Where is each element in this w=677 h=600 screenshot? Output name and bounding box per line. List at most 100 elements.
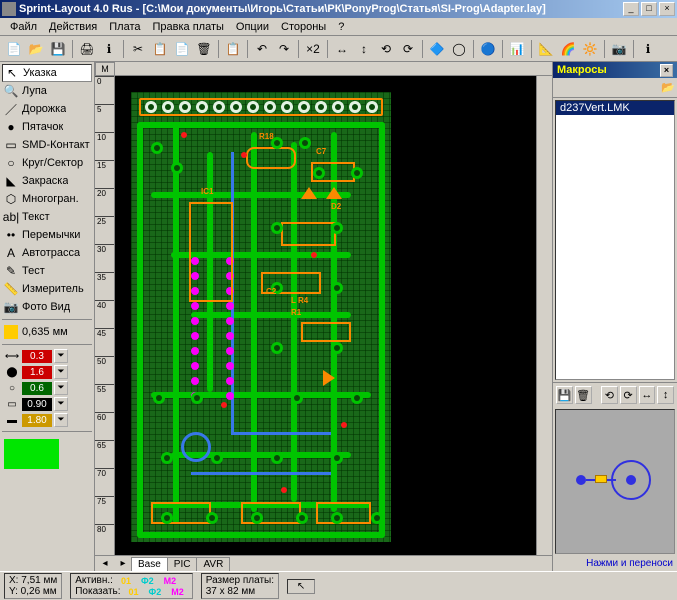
tool-кругсектор[interactable]: ○Круг/Сектор (2, 154, 92, 172)
layer-chip-01[interactable]: 01 (125, 587, 143, 597)
toolbar-button-8[interactable]: 📋 (150, 39, 170, 59)
tool-icon: ／ (4, 102, 18, 116)
toolbar-button-29[interactable]: 📊 (507, 39, 527, 59)
menu-[interactable]: ? (332, 20, 350, 34)
ruler-corner[interactable]: M (95, 62, 115, 76)
toolbar-button-10[interactable]: 🗑 (194, 39, 214, 59)
menu-[interactable]: Правка платы (146, 20, 229, 34)
tool-измеритель[interactable]: 📏Измеритель (2, 280, 92, 298)
track-dropdown[interactable]: ⏷ (54, 381, 68, 395)
menu-[interactable]: Действия (43, 20, 103, 34)
tool-тест[interactable]: ✎Тест (2, 262, 92, 280)
track-setting-3[interactable]: ▭0.90⏷ (2, 396, 92, 412)
tab-pic[interactable]: PIC (167, 557, 198, 571)
tab-base[interactable]: Base (131, 557, 168, 571)
status-show-label: Показать: (75, 586, 120, 597)
minimize-button[interactable]: _ (623, 2, 639, 16)
track-setting-0[interactable]: ⟷0.3⏷ (2, 348, 92, 364)
tool-label: Закраска (22, 175, 68, 187)
tool-лупа[interactable]: 🔍Лупа (2, 82, 92, 100)
track-dropdown[interactable]: ⏷ (54, 349, 68, 363)
menu-[interactable]: Стороны (275, 20, 332, 34)
track-dropdown[interactable]: ⏷ (54, 397, 68, 411)
toolbar-button-21[interactable]: ⟲ (376, 39, 396, 59)
toolbar-button-5[interactable]: ℹ (99, 39, 119, 59)
maximize-button[interactable]: □ (641, 2, 657, 16)
toolbar-button-24[interactable]: 🔷 (427, 39, 447, 59)
toolbar-button-25[interactable]: ◯ (449, 39, 469, 59)
macro-button-3[interactable]: ⟲ (601, 386, 618, 404)
toolbar-button-22[interactable]: ⟳ (398, 39, 418, 59)
tool-текст[interactable]: ab|Текст (2, 208, 92, 226)
tool-закраска[interactable]: ◣Закраска (2, 172, 92, 190)
ruler-tick: 50 (95, 356, 114, 366)
tabs-scroll-left[interactable]: ◂ (95, 558, 115, 569)
track-dropdown[interactable]: ⏷ (54, 413, 68, 427)
track-setting-2[interactable]: ○0.6⏷ (2, 380, 92, 396)
macro-button-0[interactable]: 💾 (556, 386, 573, 404)
tool-smdконтакт[interactable]: ▭SMD-Контакт (2, 136, 92, 154)
macro-button-6[interactable]: ↕ (657, 386, 674, 404)
toolbar-button-0[interactable]: 📄 (4, 39, 24, 59)
tool-указка[interactable]: ↖Указка (2, 64, 92, 82)
toolbar-button-7[interactable]: ✂ (128, 39, 148, 59)
track-icon: ⬤ (4, 366, 20, 378)
track-dropdown[interactable]: ⏷ (54, 365, 68, 379)
track-setting-1[interactable]: ⬤1.6⏷ (2, 364, 92, 380)
status-coords: X: 7,51 мм Y: 0,26 мм (4, 573, 62, 599)
tool-многогран[interactable]: ⬡Многогран. (2, 190, 92, 208)
menubar: ФайлДействияПлатаПравка платыОпцииСторон… (0, 18, 677, 36)
color-swatch[interactable] (4, 439, 59, 469)
toolbar-button-17[interactable]: ×2 (303, 39, 323, 59)
layer-chip-М2[interactable]: М2 (160, 576, 181, 586)
toolbar-button-9[interactable]: 📄 (172, 39, 192, 59)
toolbar-button-37[interactable]: ℹ (638, 39, 658, 59)
macro-button-4[interactable]: ⟳ (620, 386, 637, 404)
tool-перемычки[interactable]: ••Перемычки (2, 226, 92, 244)
toolbar-button-15[interactable]: ↷ (274, 39, 294, 59)
toolbar-button-35[interactable]: 📷 (609, 39, 629, 59)
toolbar-button-19[interactable]: ↔ (332, 39, 352, 59)
layer-chip-Ф2[interactable]: Ф2 (137, 576, 158, 586)
macro-button-5[interactable]: ↔ (639, 386, 656, 404)
status-tool-icon[interactable]: ↖ (287, 579, 315, 594)
toolbar-button-14[interactable]: ↶ (252, 39, 272, 59)
macro-list[interactable]: d237Vert.LMK (555, 100, 675, 380)
tool-дорожка[interactable]: ／Дорожка (2, 100, 92, 118)
layer-chip-Ф2[interactable]: Ф2 (145, 587, 166, 597)
toolbar-button-12[interactable]: 📋 (223, 39, 243, 59)
menu-[interactable]: Файл (4, 20, 43, 34)
toolbar-button-32[interactable]: 🌈 (558, 39, 578, 59)
toolbar-button-1[interactable]: 📂 (26, 39, 46, 59)
macro-list-item[interactable]: d237Vert.LMK (556, 101, 674, 115)
grid-info[interactable]: 0,635 мм (2, 323, 92, 341)
layer-chip-01[interactable]: 01 (117, 576, 135, 586)
tool-фотовид[interactable]: 📷Фото Вид (2, 298, 92, 316)
toolbar-button-2[interactable]: 💾 (48, 39, 68, 59)
macro-close-button[interactable]: × (660, 64, 673, 77)
tabs-scroll-right[interactable]: ▸ (115, 558, 131, 569)
toolbar-button-31[interactable]: 📐 (536, 39, 556, 59)
layer-chip-М2[interactable]: М2 (167, 587, 188, 597)
toolbar-button-33[interactable]: 🔆 (580, 39, 600, 59)
pcb-board[interactable]: R18 C7 D2 R1 L R4 C2 IC1 (131, 92, 391, 542)
menu-[interactable]: Плата (103, 20, 146, 34)
tool-пятачок[interactable]: ●Пятачок (2, 118, 92, 136)
tool-icon: 📷 (4, 300, 18, 314)
track-setting-4[interactable]: ▬1.80⏷ (2, 412, 92, 428)
macro-preview[interactable] (555, 409, 675, 554)
tool-автотрасса[interactable]: AАвтотрасса (2, 244, 92, 262)
tab-avr[interactable]: AVR (196, 557, 230, 571)
tool-icon: ✎ (4, 264, 18, 278)
macro-button-1[interactable]: 🗑 (575, 386, 592, 404)
close-button[interactable]: × (659, 2, 675, 16)
toolbar-button-20[interactable]: ↕ (354, 39, 374, 59)
toolbar-button-4[interactable]: 🖨 (77, 39, 97, 59)
macro-open-icon[interactable]: 📂 (661, 81, 675, 94)
scrollbar-vertical[interactable] (536, 76, 552, 555)
toolbar-button-27[interactable]: 🔵 (478, 39, 498, 59)
ruler-tick: 40 (95, 300, 114, 310)
menu-[interactable]: Опции (230, 20, 275, 34)
tool-label: Пятачок (22, 121, 63, 133)
pcb-canvas[interactable]: R18 C7 D2 R1 L R4 C2 IC1 (115, 76, 536, 555)
